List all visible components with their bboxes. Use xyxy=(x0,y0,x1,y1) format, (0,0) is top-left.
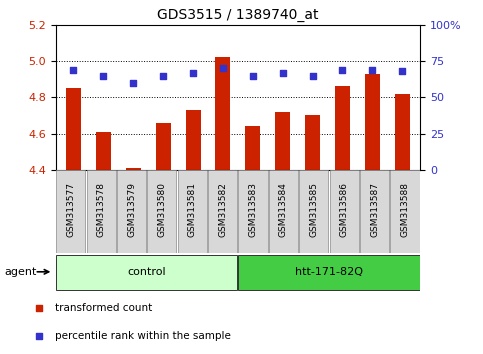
Bar xyxy=(245,126,260,170)
Text: control: control xyxy=(128,267,166,277)
Text: GSM313582: GSM313582 xyxy=(218,182,227,237)
Text: GSM313588: GSM313588 xyxy=(400,182,410,237)
Text: GSM313580: GSM313580 xyxy=(157,182,167,237)
Bar xyxy=(275,112,290,170)
Bar xyxy=(299,170,328,253)
Point xyxy=(339,67,346,73)
Point xyxy=(189,70,197,75)
Point xyxy=(99,73,107,78)
Title: GDS3515 / 1389740_at: GDS3515 / 1389740_at xyxy=(157,8,319,22)
Bar xyxy=(395,94,410,170)
Bar xyxy=(126,168,141,170)
Point xyxy=(35,333,43,339)
Bar xyxy=(178,170,207,253)
Point xyxy=(35,305,43,310)
Bar xyxy=(156,123,170,170)
Bar xyxy=(360,170,389,253)
Bar xyxy=(239,170,268,253)
Bar xyxy=(96,132,111,170)
Bar xyxy=(56,255,237,290)
Point xyxy=(309,73,316,78)
Bar xyxy=(239,255,420,290)
Text: GSM313584: GSM313584 xyxy=(279,182,288,237)
Text: transformed count: transformed count xyxy=(55,303,152,313)
Text: GSM313577: GSM313577 xyxy=(66,182,75,237)
Bar xyxy=(335,86,350,170)
Bar xyxy=(215,57,230,170)
Point xyxy=(279,70,286,75)
Bar xyxy=(147,170,176,253)
Point xyxy=(249,73,256,78)
Text: GSM313587: GSM313587 xyxy=(370,182,379,237)
Bar xyxy=(56,170,85,253)
Bar xyxy=(208,170,237,253)
Point xyxy=(70,67,77,73)
Bar xyxy=(305,115,320,170)
Bar xyxy=(330,170,359,253)
Point xyxy=(159,73,167,78)
Text: GSM313586: GSM313586 xyxy=(340,182,349,237)
Text: GSM313583: GSM313583 xyxy=(249,182,257,237)
Bar xyxy=(365,74,380,170)
Bar xyxy=(185,110,200,170)
Text: percentile rank within the sample: percentile rank within the sample xyxy=(55,331,230,341)
Bar xyxy=(269,170,298,253)
Point xyxy=(129,80,137,86)
Text: GSM313578: GSM313578 xyxy=(97,182,106,237)
Bar xyxy=(390,170,420,253)
Point xyxy=(398,68,406,74)
Text: GSM313579: GSM313579 xyxy=(127,182,136,237)
Text: GSM313585: GSM313585 xyxy=(309,182,318,237)
Bar xyxy=(66,88,81,170)
Bar xyxy=(86,170,116,253)
Point xyxy=(369,67,376,73)
Point xyxy=(219,65,227,71)
Text: GSM313581: GSM313581 xyxy=(188,182,197,237)
Bar xyxy=(117,170,146,253)
Text: agent: agent xyxy=(4,267,37,277)
Text: htt-171-82Q: htt-171-82Q xyxy=(295,267,363,277)
